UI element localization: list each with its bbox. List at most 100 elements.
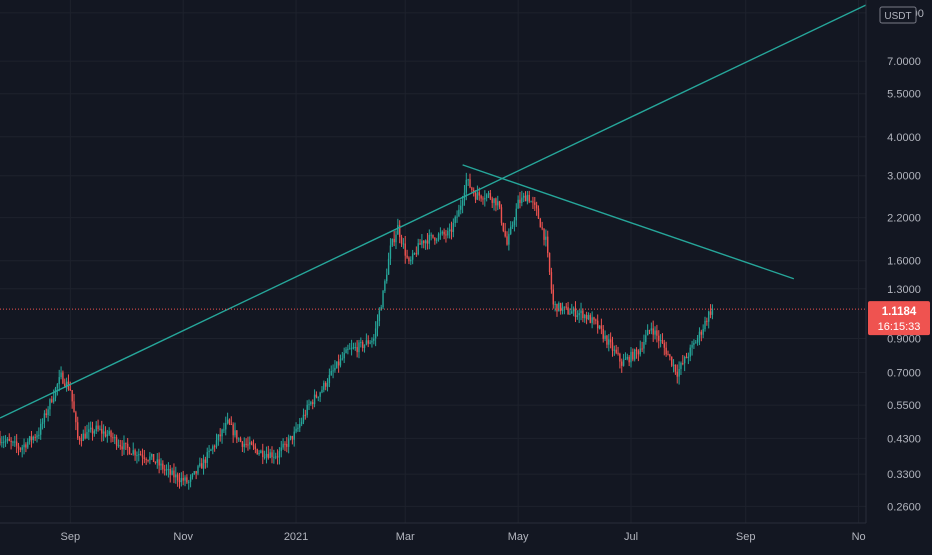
candle [532, 196, 534, 209]
y-tick-label: 0.9000 [887, 334, 921, 346]
candle [234, 422, 236, 438]
candle [467, 178, 469, 186]
candle [663, 339, 666, 356]
candle [108, 427, 110, 436]
candle [558, 301, 560, 312]
candle [101, 420, 103, 442]
candle [676, 364, 678, 384]
candle [171, 467, 173, 476]
candle [88, 422, 90, 441]
candle [193, 471, 195, 476]
candle [384, 279, 386, 294]
candle [236, 430, 238, 444]
candle [656, 324, 658, 343]
candle [14, 435, 16, 447]
candle [197, 464, 199, 476]
candle [622, 353, 625, 367]
candle [269, 448, 271, 459]
candle [34, 433, 36, 441]
candle [286, 437, 288, 453]
candle [339, 354, 342, 368]
candle [598, 325, 601, 330]
candle [328, 368, 331, 388]
candle [519, 191, 521, 209]
candle [75, 410, 77, 431]
candle [215, 433, 218, 449]
candle [430, 232, 432, 241]
candle [73, 393, 75, 413]
candle [128, 446, 131, 455]
candle [106, 429, 109, 443]
candle [517, 195, 519, 209]
candle [230, 416, 233, 426]
candle [276, 449, 279, 465]
candle [312, 399, 314, 410]
candle [154, 461, 157, 465]
candle [502, 222, 505, 233]
candle [671, 356, 673, 368]
candle [295, 422, 297, 434]
candle [441, 230, 443, 236]
candle [139, 450, 142, 456]
candle [291, 435, 294, 445]
candle [245, 438, 247, 448]
candle [1, 436, 3, 448]
candle [176, 472, 179, 487]
candle [382, 289, 384, 310]
candle [535, 201, 538, 216]
candle [213, 444, 216, 452]
candle [80, 433, 83, 447]
candle [223, 422, 225, 434]
candle [389, 238, 392, 266]
candle [510, 221, 512, 236]
candle [373, 334, 375, 345]
candle [374, 321, 377, 347]
candle [27, 438, 29, 450]
candle [587, 312, 590, 321]
candle [58, 369, 60, 392]
candle [617, 346, 619, 356]
candle [367, 335, 369, 348]
price-axis[interactable]: 10.00007.00005.50004.00003.00002.20001.6… [865, 0, 932, 523]
candle [225, 416, 227, 436]
candle [202, 454, 205, 475]
trendlines[interactable] [0, 4, 867, 419]
currency-badge[interactable]: USDT [879, 6, 917, 24]
candle [665, 341, 667, 357]
y-tick-label: 1.6000 [887, 256, 921, 268]
candle [424, 239, 427, 250]
candle [408, 256, 410, 265]
candle [297, 424, 299, 432]
candle [698, 327, 701, 346]
candle [134, 448, 136, 461]
candle [3, 435, 5, 449]
candle [350, 339, 353, 356]
candle [400, 234, 403, 247]
falling-trendline[interactable] [462, 164, 795, 280]
rising-trendline[interactable] [0, 4, 867, 419]
candle [115, 434, 118, 450]
candle [376, 314, 379, 337]
candle [709, 304, 712, 319]
candle [78, 436, 81, 445]
candle [252, 439, 255, 450]
y-tick-label: 1.3000 [887, 284, 921, 296]
candle [265, 446, 268, 464]
candle [71, 390, 73, 409]
candle [458, 204, 460, 217]
candle [387, 252, 390, 275]
candle [480, 194, 482, 202]
time-axis[interactable]: Sep Nov 2021 Mar May Jul Sep No [0, 522, 932, 550]
candle [672, 359, 675, 373]
candle [619, 352, 621, 369]
candle [402, 238, 405, 249]
candle [436, 237, 438, 244]
candle [175, 466, 177, 484]
candle [151, 453, 153, 460]
candle [419, 239, 421, 245]
candle [308, 399, 310, 410]
candle [158, 452, 160, 474]
candle [528, 190, 530, 204]
